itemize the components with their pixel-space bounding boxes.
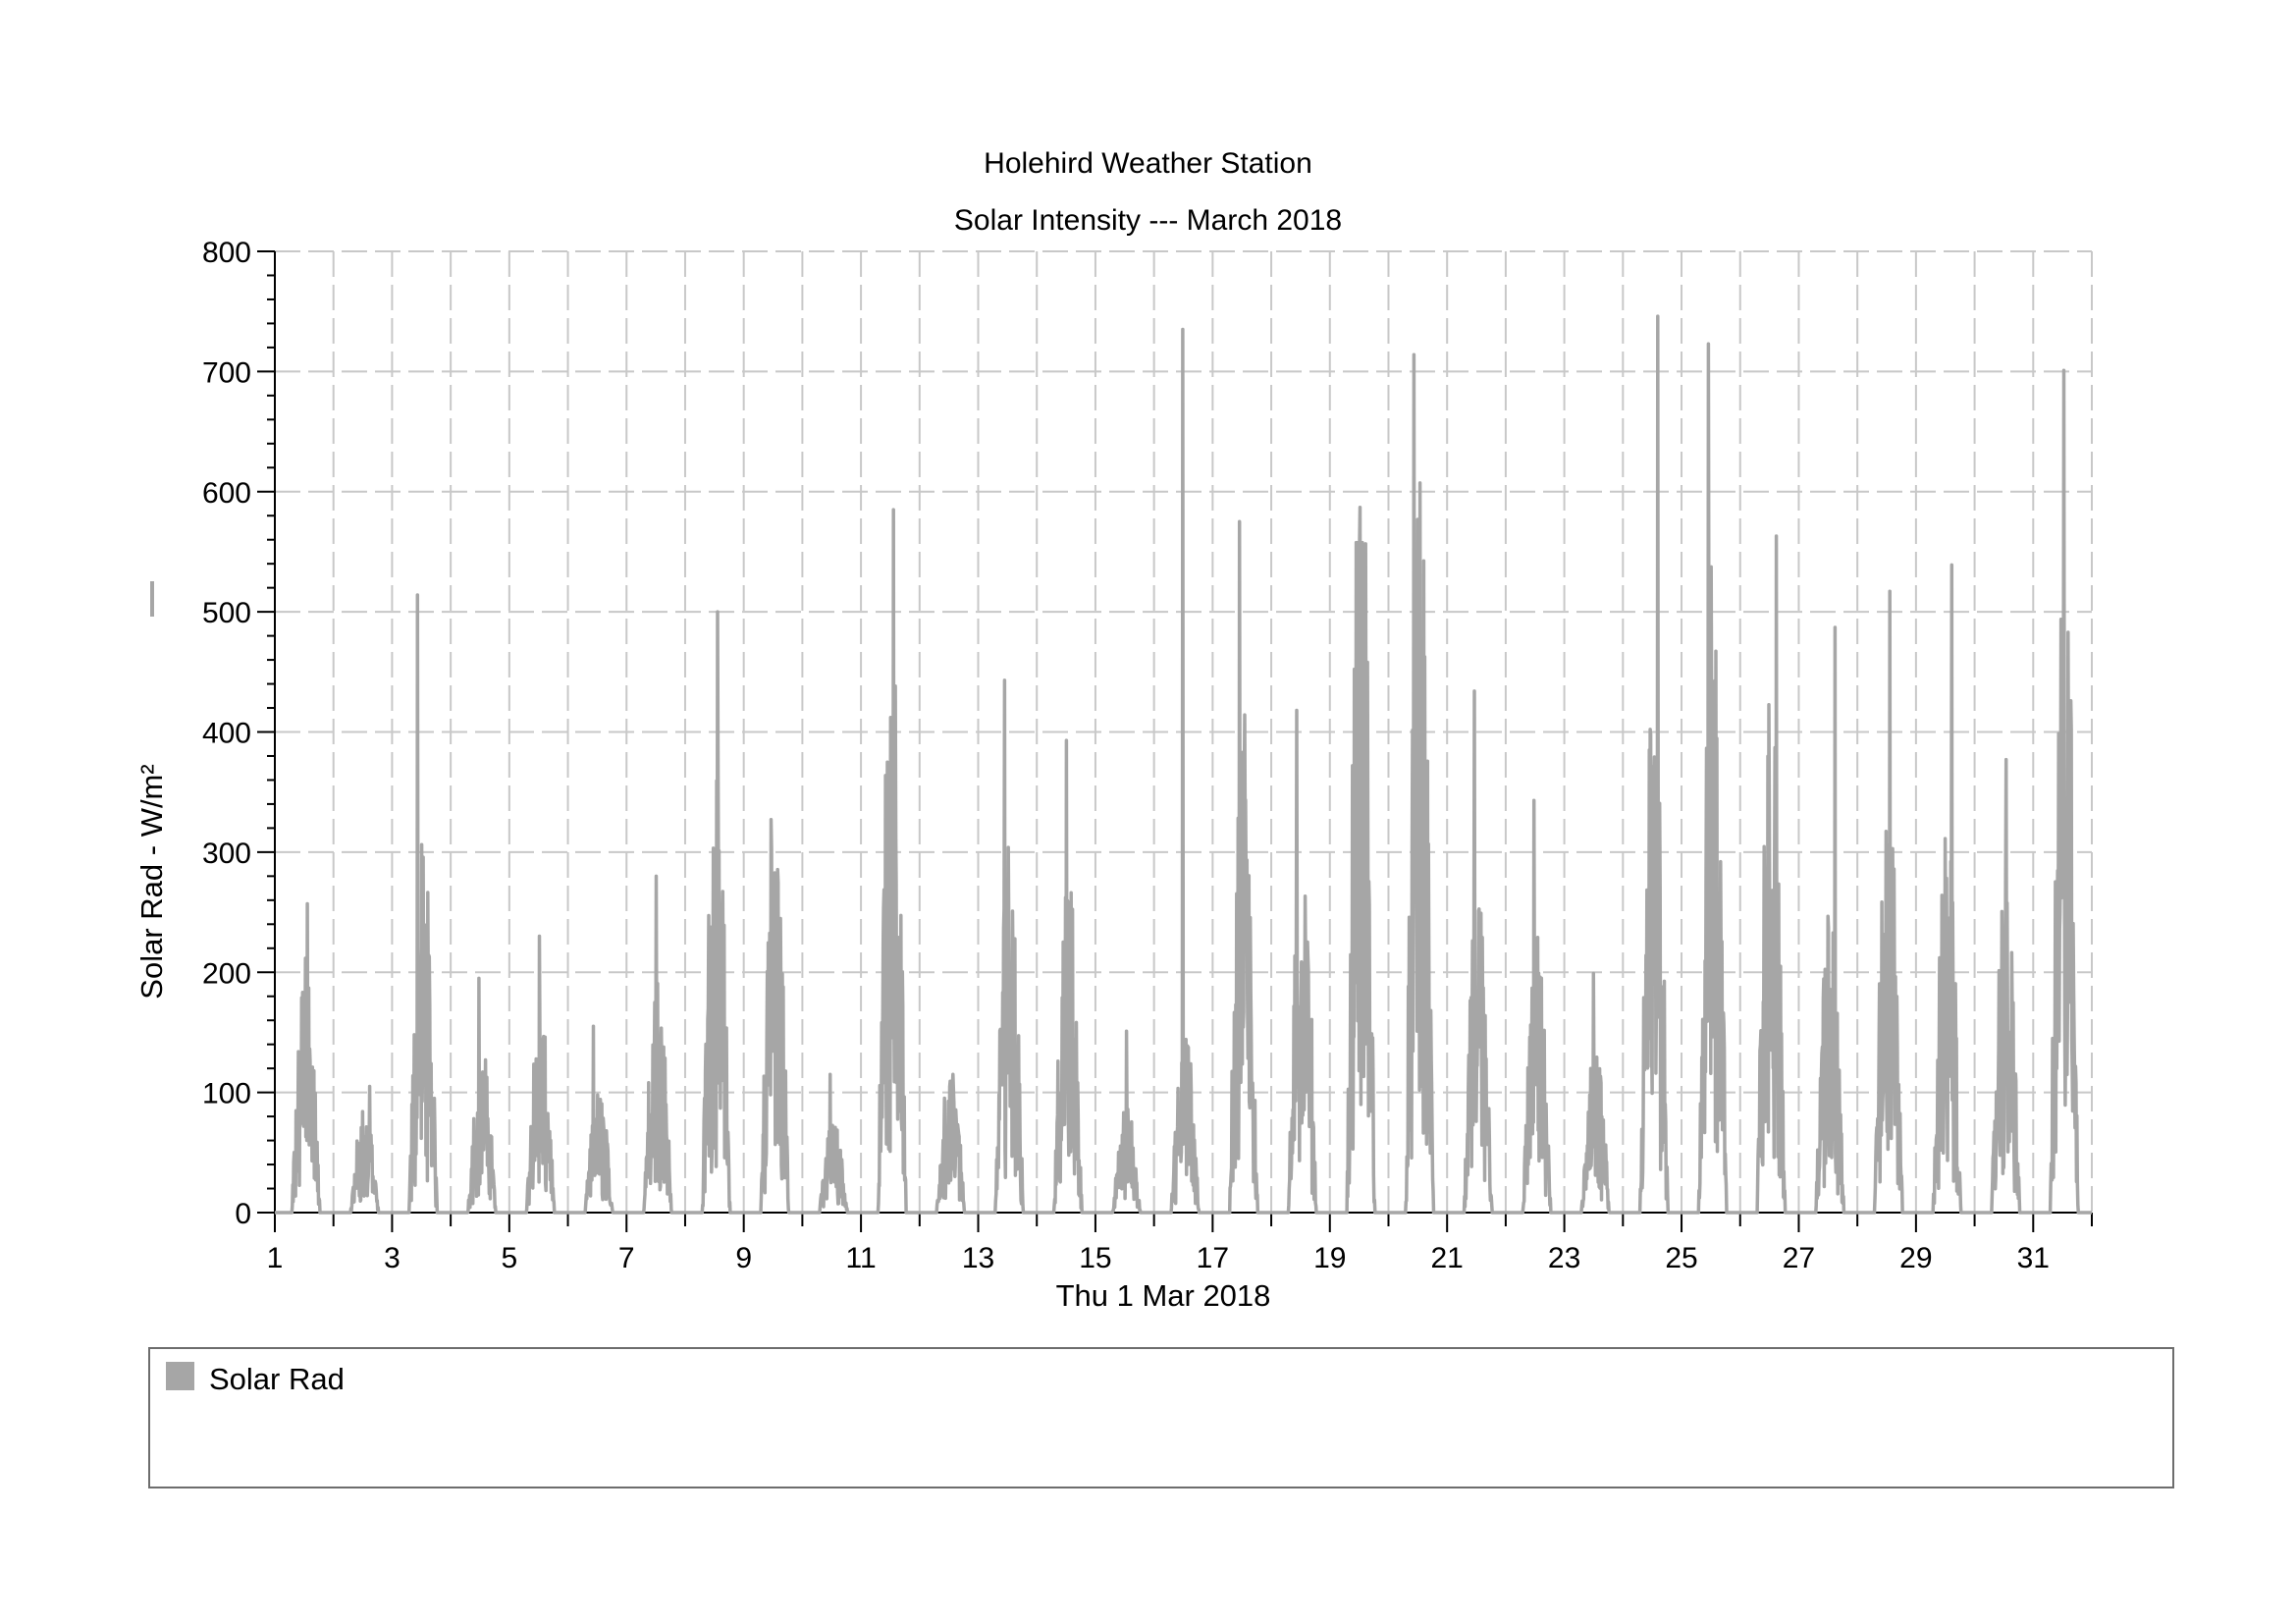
x-tick-label: 13 <box>962 1242 994 1274</box>
x-tick-label: 25 <box>1665 1242 1697 1274</box>
y-tick-label: 400 <box>202 718 251 750</box>
y-tick-label: 300 <box>202 838 251 870</box>
x-tick-label: 1 <box>267 1242 284 1274</box>
chart-title: Holehird Weather Station <box>984 147 1312 180</box>
y-tick-label: 600 <box>202 477 251 510</box>
x-tick-label: 19 <box>1313 1242 1346 1274</box>
y-axis-label: Solar Rad - W/m² <box>134 764 170 999</box>
grid <box>275 250 2093 1213</box>
y-tick-label: 700 <box>202 356 251 389</box>
y-tick-label: 800 <box>202 237 251 269</box>
x-tick-label: 31 <box>2017 1242 2050 1274</box>
y-tick-label: 0 <box>235 1198 251 1230</box>
x-tick-label: 21 <box>1431 1242 1464 1274</box>
x-tick-label: 9 <box>735 1242 752 1274</box>
series-line-solar-rad <box>275 314 2092 1215</box>
legend: Solar Rad <box>148 1347 2174 1488</box>
x-tick-label: 29 <box>1899 1242 1932 1274</box>
legend-swatch-solar-rad <box>166 1362 194 1390</box>
x-tick-label: 17 <box>1197 1242 1229 1274</box>
chart-subtitle: Solar Intensity --- March 2018 <box>953 204 1343 237</box>
x-tick-label: 5 <box>501 1242 517 1274</box>
series-layer <box>275 314 2092 1215</box>
x-tick-label: 7 <box>618 1242 635 1274</box>
x-tick-label: 23 <box>1548 1242 1580 1274</box>
y-axis-label-text: Solar Rad - W/m² <box>134 764 169 1000</box>
x-tick-label: 11 <box>846 1242 877 1274</box>
x-tick-label: 3 <box>384 1242 400 1274</box>
y-tick-label: 200 <box>202 957 251 990</box>
x-tick-label: 15 <box>1079 1242 1111 1274</box>
y-tick-label: 100 <box>202 1078 251 1110</box>
x-tick-label: 27 <box>1783 1242 1815 1274</box>
legend-label-solar-rad: Solar Rad <box>209 1362 345 1396</box>
x-axis-label: Thu 1 Mar 2018 <box>1055 1278 1271 1313</box>
y-tick-label: 500 <box>202 597 251 629</box>
